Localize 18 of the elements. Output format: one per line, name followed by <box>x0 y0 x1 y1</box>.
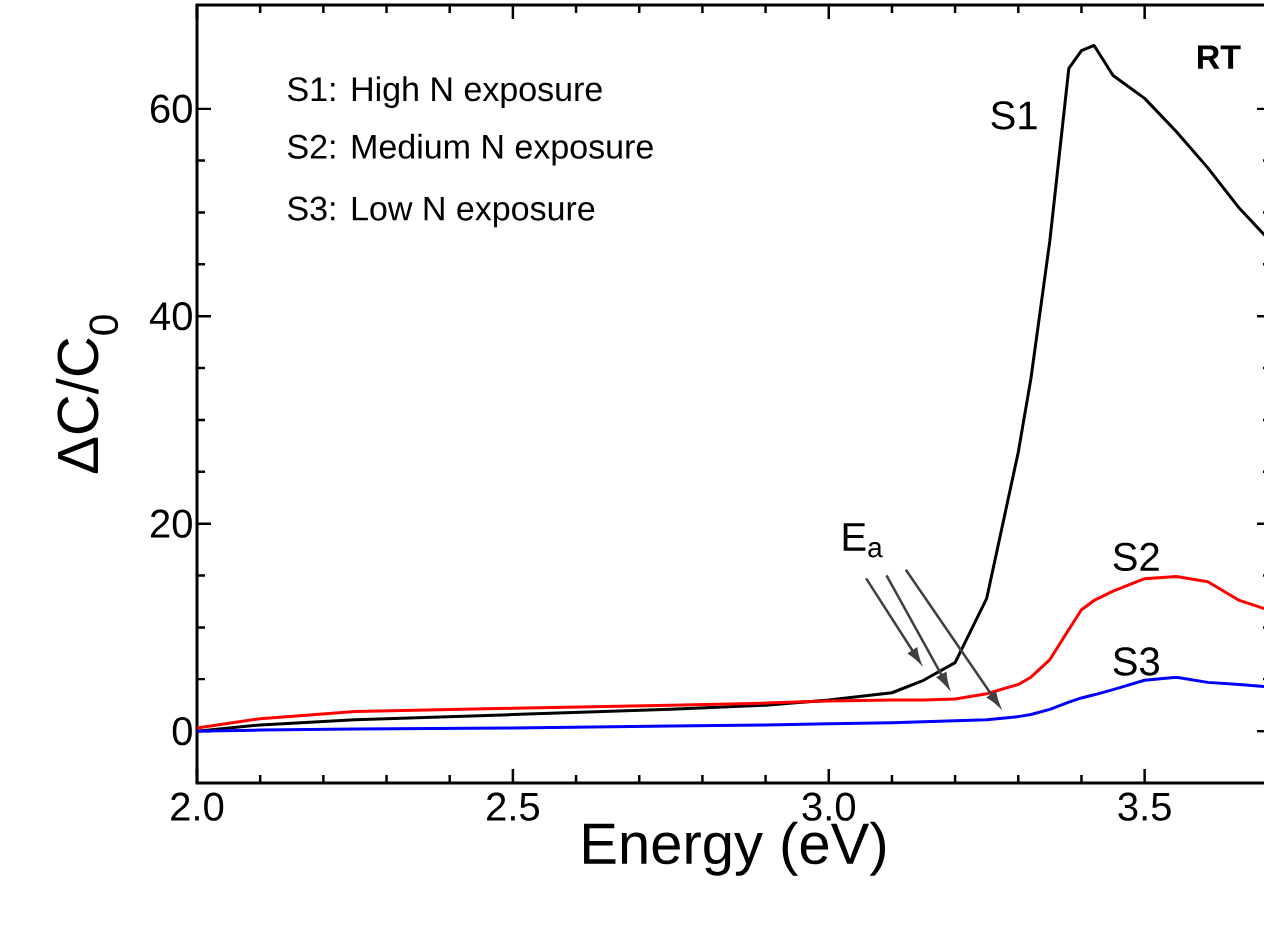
annotation: E$_{a}$ <box>843 523 883 558</box>
series-label: S3 <box>1113 647 1159 676</box>
annotation: S1: High N exposure <box>287 76 602 108</box>
y-tick-label: 40 <box>149 302 192 331</box>
x-tick-label: 3.0 <box>802 792 856 821</box>
x-tick-label: 2.0 <box>171 792 224 821</box>
x-tick-label: 2.5 <box>487 792 539 821</box>
annotation: S2: Medium N exposure <box>287 133 653 166</box>
x-tick-label: 3.5 <box>1118 792 1171 821</box>
series-label: S2 <box>1113 542 1159 572</box>
y-tick-label: 20 <box>150 509 192 538</box>
annotation: S3: Low N exposure <box>287 196 595 228</box>
y-tick-label: 60 <box>151 94 192 123</box>
y-tick-label: 0 <box>172 716 192 746</box>
series-label: S1 <box>991 101 1037 130</box>
y-axis-title: ΔC/C$_{0}$ <box>55 315 119 474</box>
annotation: RT <box>1197 45 1241 69</box>
x-axis-title: Energy (eV) <box>584 821 886 876</box>
